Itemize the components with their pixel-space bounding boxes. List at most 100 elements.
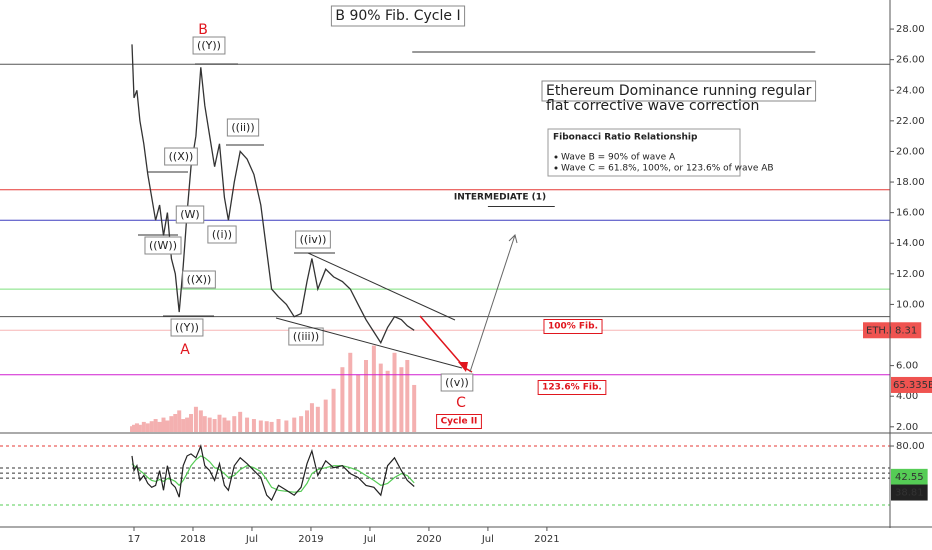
volume-bar bbox=[202, 416, 207, 432]
y-tick-label: 24.00 bbox=[896, 85, 925, 96]
line-series bbox=[131, 44, 415, 345]
volume-bar bbox=[169, 416, 174, 432]
axis-tag-box bbox=[891, 484, 928, 501]
label-box bbox=[175, 205, 205, 224]
x-tick-label: 2019 bbox=[298, 534, 323, 545]
volume-bar bbox=[232, 416, 237, 432]
arrow-head bbox=[508, 234, 518, 244]
axis-tag-box bbox=[891, 468, 928, 485]
note: Ethereum Dominance running regular bbox=[546, 83, 812, 99]
y-tick-label: 10.00 bbox=[896, 299, 925, 310]
volume-bar bbox=[299, 416, 304, 432]
label-box bbox=[164, 147, 198, 166]
volume-bar bbox=[356, 374, 361, 432]
volume-bar bbox=[212, 419, 217, 432]
axis-tag-box bbox=[891, 322, 922, 339]
volume-bar bbox=[238, 411, 243, 432]
x-tick-label: Jul bbox=[481, 534, 494, 545]
volume-bar bbox=[399, 367, 404, 432]
volume-bar bbox=[284, 420, 289, 432]
label-box bbox=[537, 380, 607, 395]
volume-bar bbox=[134, 423, 139, 432]
volume-bar bbox=[364, 360, 369, 432]
label: 123.6% Fib. bbox=[542, 383, 602, 393]
label-box bbox=[170, 318, 204, 337]
y-tick-label: 14.00 bbox=[896, 238, 925, 249]
volume-bar bbox=[173, 414, 178, 432]
annotations: B 90% Fib. Cycle I Ethereum Dominance ru… bbox=[138, 5, 817, 429]
y-tick-label: 80.00 bbox=[896, 441, 925, 452]
x-tick-label: 17 bbox=[128, 534, 141, 545]
wave-label: C bbox=[456, 395, 466, 411]
volume-bar bbox=[149, 421, 154, 432]
volume-bar bbox=[153, 419, 158, 432]
volume-bar bbox=[331, 388, 336, 432]
note: Wave C = 61.8%, 100%, or 123.6% of wave … bbox=[561, 164, 774, 174]
x-tick-label: 2020 bbox=[416, 534, 441, 545]
y-tick-label: 22.00 bbox=[896, 116, 925, 127]
y-tick-label: 18.00 bbox=[896, 177, 925, 188]
volume-bar bbox=[165, 420, 170, 432]
arrow bbox=[469, 234, 516, 373]
wave-label: ((iv)) bbox=[300, 233, 327, 246]
y2-tick-label: 65.335B bbox=[893, 380, 932, 391]
label: 100% Fib. bbox=[548, 322, 598, 332]
symbol-tag-box bbox=[863, 322, 891, 339]
volume-bar bbox=[193, 406, 198, 432]
volume-bar bbox=[222, 417, 227, 432]
wave-label: ((i)) bbox=[212, 228, 232, 241]
axis-tag: 42.55 bbox=[895, 472, 924, 483]
volume-bar bbox=[269, 421, 274, 432]
line-series bbox=[131, 443, 415, 502]
volume-bar bbox=[145, 423, 150, 432]
wave-label: A bbox=[180, 342, 190, 358]
volume-bar bbox=[385, 370, 390, 432]
symbol-tag: ETH.D bbox=[866, 325, 897, 336]
label-box bbox=[543, 319, 603, 334]
volume-bar bbox=[137, 424, 142, 432]
label-box bbox=[192, 36, 226, 55]
label: INTERMEDIATE (1) bbox=[454, 193, 546, 203]
volume-bar bbox=[185, 417, 190, 432]
volume-bar bbox=[251, 419, 256, 432]
bullet bbox=[554, 155, 558, 159]
wave-label: ((iii)) bbox=[293, 330, 319, 343]
trend-line bbox=[275, 317, 463, 369]
volume-bar bbox=[141, 421, 146, 432]
bullet bbox=[554, 166, 558, 170]
y-tick-label: 20.00 bbox=[896, 146, 925, 157]
volume-bar bbox=[392, 352, 397, 432]
x-tick-label: 2018 bbox=[180, 534, 205, 545]
label-box bbox=[295, 230, 331, 249]
wave-label: ((X)) bbox=[169, 150, 194, 163]
wave-label: B bbox=[198, 22, 208, 38]
note: Wave B = 90% of wave A bbox=[561, 153, 676, 163]
y-tick-label: 16.00 bbox=[896, 208, 925, 219]
wave-label: ((ii)) bbox=[231, 121, 254, 134]
volume-bar bbox=[181, 419, 186, 432]
axis-tag: 8.31 bbox=[895, 325, 917, 336]
volume-bar bbox=[198, 410, 203, 432]
wave-label: ((Y)) bbox=[197, 39, 221, 52]
label: Cycle II bbox=[441, 417, 478, 427]
volume-bar bbox=[348, 352, 353, 432]
label-box bbox=[226, 118, 260, 137]
y-tick-label: 12.00 bbox=[896, 269, 925, 280]
wave-label: ((X)) bbox=[187, 273, 212, 286]
volume-bar bbox=[131, 424, 136, 432]
volume-bar bbox=[264, 421, 269, 432]
volume-bar bbox=[276, 419, 281, 432]
label-box bbox=[207, 225, 237, 244]
volume-bar bbox=[226, 420, 231, 432]
wave-label: (W) bbox=[180, 208, 199, 221]
x-tick-label: 2021 bbox=[534, 534, 559, 545]
note: flat corrective wave correction bbox=[546, 98, 759, 114]
wave-label: ((v)) bbox=[445, 376, 469, 389]
title-box: B 90% Fib. Cycle I bbox=[335, 8, 460, 24]
note-heading: Fibonacci Ratio Relationship bbox=[553, 133, 698, 143]
axis-tag-box bbox=[891, 376, 932, 393]
volume-bar bbox=[177, 410, 182, 432]
volume-bar bbox=[405, 360, 410, 432]
wave-label: ((Y)) bbox=[175, 321, 199, 334]
volume-bar bbox=[309, 403, 314, 432]
